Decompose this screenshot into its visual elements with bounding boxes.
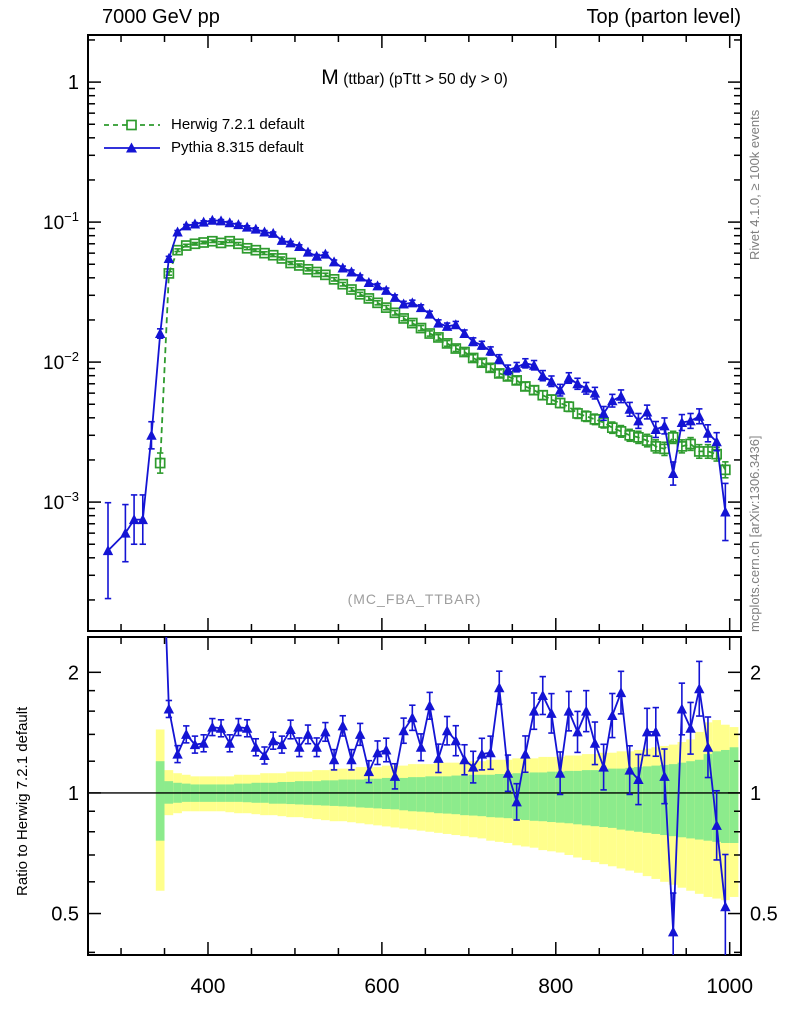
svg-text:2: 2 (750, 662, 761, 684)
svg-text:1000: 1000 (706, 975, 753, 998)
legend-label-pythia: Pythia 8.315 default (171, 139, 304, 156)
pythia-marker-icon (104, 142, 160, 152)
ratio-panel (163, 637, 731, 955)
plot-title: M (ttbar) (pTtt > 50 dy > 0) (88, 66, 741, 90)
svg-text:1: 1 (68, 72, 79, 94)
svg-text:1: 1 (68, 783, 79, 805)
herwig-marker-icon (104, 119, 160, 130)
beam-energy-label: 7000 GeV pp (102, 6, 220, 28)
ratio-axis-title: Ratio to Herwig 7.2.1 default (14, 706, 31, 896)
legend-label-herwig: Herwig 7.2.1 default (171, 116, 305, 133)
observable-cuts: (ttbar) (pTtt > 50 dy > 0) (343, 71, 508, 88)
analysis-watermark: (MC_FBA_TTBAR) (347, 591, 482, 607)
legend-item-pythia: Pythia 8.315 default (103, 136, 304, 159)
svg-text:1: 1 (750, 783, 761, 805)
rivet-version-note: Rivet 4.1.0, ≥ 100k events (747, 109, 762, 260)
svg-text:600: 600 (364, 975, 399, 998)
uncertainty-bands (155, 720, 739, 901)
svg-text:2: 2 (68, 662, 79, 684)
observable-symbol: M (321, 66, 339, 89)
pythia-series (102, 214, 731, 600)
legend: Herwig 7.2.1 default Pythia 8.315 defaul… (103, 113, 304, 159)
process-label: Top (parton level) (586, 6, 741, 28)
main-frame (87, 34, 742, 632)
axis-tick-labels: 400 600 800 1000 1 10−1 10−2 10−3 2 2 1 1 0.5 0.5 (43, 72, 778, 998)
herwig-series (154, 235, 731, 479)
ratio-series (163, 637, 731, 955)
svg-text:0.5: 0.5 (51, 904, 79, 926)
mcplots-credit-note: mcplots.cern.ch [arXiv:1306.3436] (747, 435, 762, 632)
main-panel (102, 214, 731, 600)
svg-text:10−2: 10−2 (43, 349, 79, 374)
svg-text:10−1: 10−1 (43, 209, 79, 234)
axis-ticks (88, 35, 741, 955)
ratio-frame (87, 636, 742, 956)
svg-text:400: 400 (190, 975, 225, 998)
svg-text:10−3: 10−3 (43, 489, 79, 514)
svg-text:0.5: 0.5 (750, 904, 778, 926)
header: 7000 GeV pp Top (parton level) (88, 5, 741, 29)
legend-item-herwig: Herwig 7.2.1 default (103, 113, 304, 136)
svg-text:800: 800 (538, 975, 573, 998)
